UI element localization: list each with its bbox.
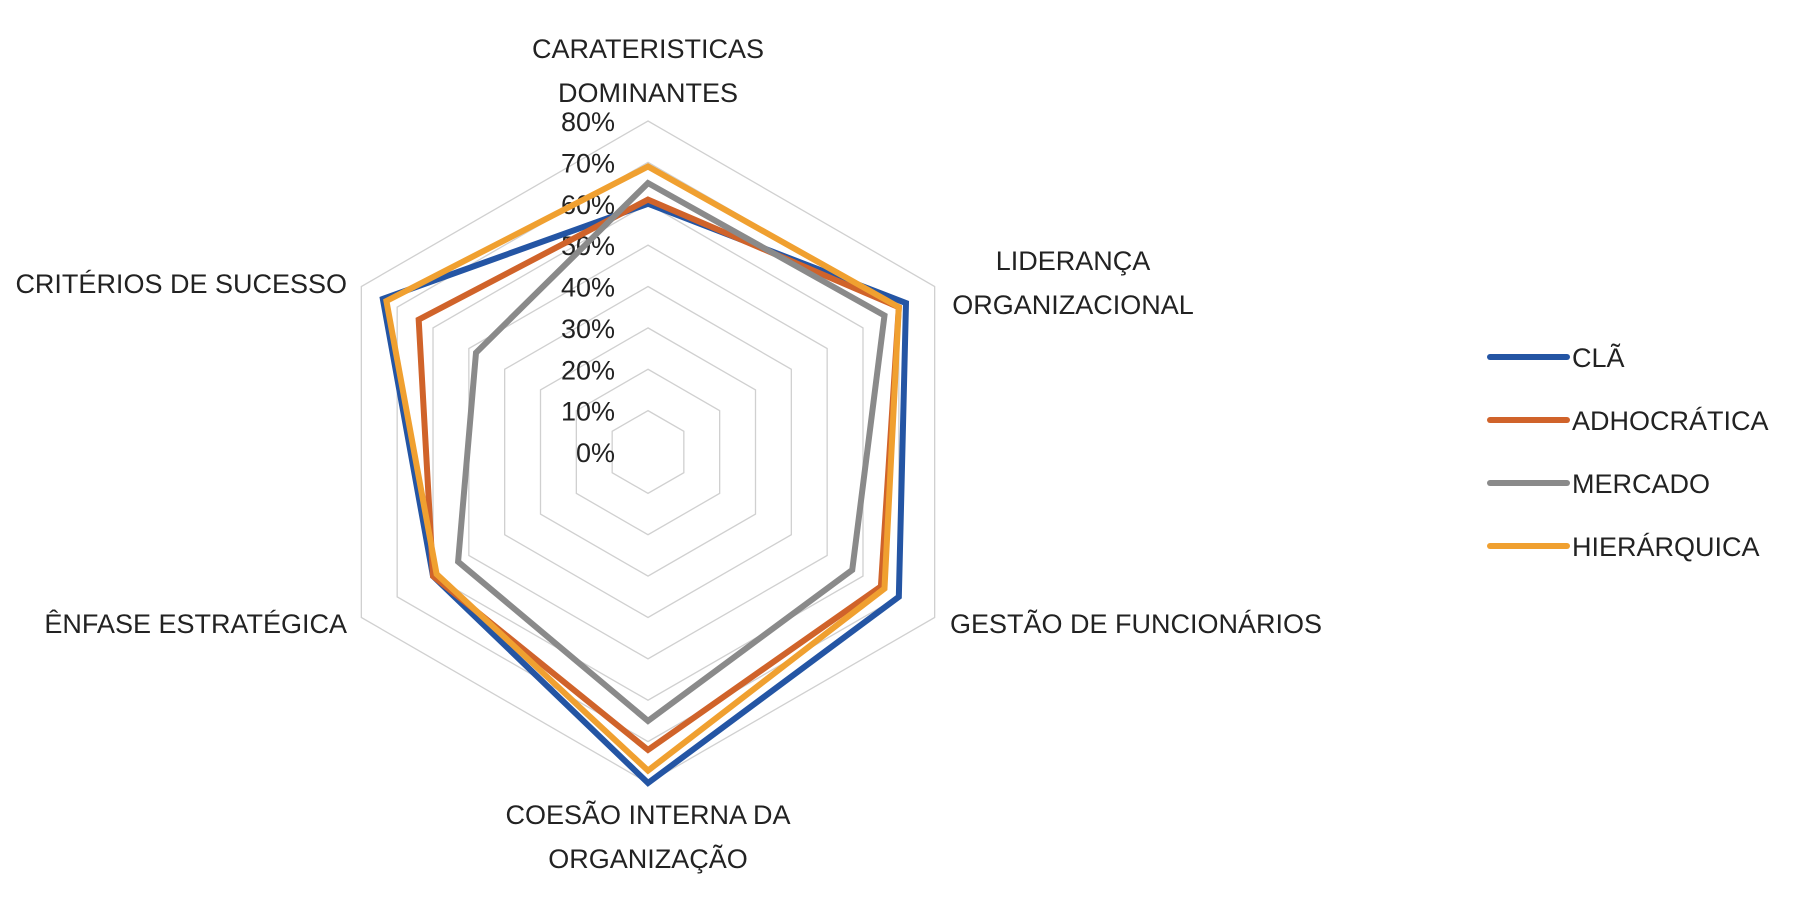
category-label: CARATERISTICAS (532, 34, 764, 64)
legend: CLÃ ADHOCRÁTICA MERCADO HIERÁRQUICA (1487, 342, 1769, 562)
category-label: CRITÉRIOS DE SUCESSO (15, 269, 347, 299)
series-line-2 (454, 179, 888, 725)
radar-grid (360, 120, 936, 784)
radial-tick-label: 0% (576, 438, 615, 468)
category-label: ORGANIZACIONAL (952, 290, 1194, 320)
radial-tick-label: 40% (561, 273, 615, 303)
category-label: ORGANIZAÇÃO (548, 843, 748, 874)
legend-label: ADHOCRÁTICA (1572, 406, 1769, 436)
series-line-3 (383, 163, 902, 775)
radial-axis-ticks: 0%10%20%30%40%50%60%70%80% (561, 107, 615, 468)
series-lines (379, 163, 910, 787)
radial-tick-label: 70% (561, 148, 615, 178)
category-label: GESTÃO DE FUNCIONÁRIOS (950, 608, 1322, 639)
category-label: LIDERANÇA (996, 246, 1151, 276)
legend-label: MERCADO (1572, 469, 1710, 499)
grid-ring (539, 327, 757, 577)
grid-ring (432, 202, 864, 702)
category-label: DOMINANTES (558, 78, 738, 108)
legend-label: HIERÁRQUICA (1572, 532, 1760, 562)
legend-label: CLÃ (1572, 342, 1625, 373)
category-label: ÊNFASE ESTRATÉGICA (44, 608, 347, 639)
category-labels: CARATERISTICAS DOMINANTES LIDERANÇA ORGANIZ… (15, 34, 1322, 874)
series-line-0 (379, 200, 910, 787)
radial-tick-label: 20% (561, 355, 615, 385)
grid-ring (468, 244, 828, 660)
radial-tick-label: 30% (561, 314, 615, 344)
radial-tick-label: 10% (561, 397, 615, 427)
grid-ring (504, 285, 792, 619)
radial-tick-label: 80% (561, 107, 615, 137)
grid-ring (611, 409, 685, 495)
grid-ring (360, 120, 936, 784)
grid-ring (575, 368, 721, 536)
category-label: COESÃO INTERNA DA (505, 799, 790, 830)
